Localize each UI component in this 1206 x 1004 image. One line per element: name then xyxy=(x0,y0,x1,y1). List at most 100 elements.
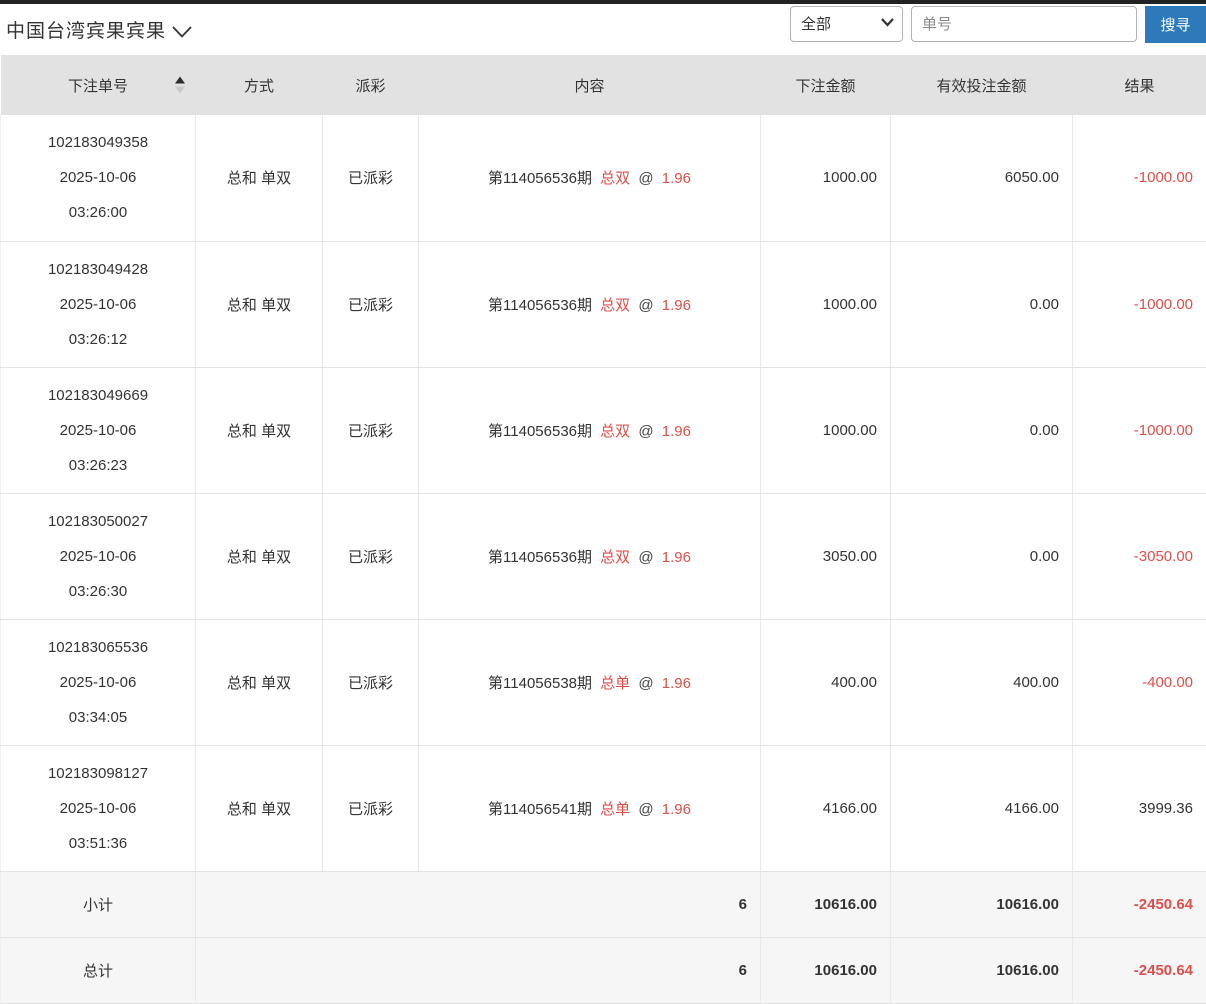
method-cell: 总和 单双 xyxy=(196,619,323,745)
order-time: 03:26:00 xyxy=(1,205,195,220)
sort-asc-icon xyxy=(175,77,185,84)
valid-amount-cell: 0.00 xyxy=(891,493,1073,619)
order-date: 2025-10-06 xyxy=(1,423,195,438)
at-sign: @ xyxy=(638,297,653,314)
valid-amount-cell: 0.00 xyxy=(891,367,1073,493)
col-header-order-id: 下注单号 xyxy=(1,55,196,115)
order-time: 03:51:36 xyxy=(1,836,195,851)
filter-select-wrap: 全部 xyxy=(790,6,903,42)
method-cell: 总和 单双 xyxy=(196,367,323,493)
odds: 1.96 xyxy=(662,675,691,692)
col-header-bet-amount: 下注金额 xyxy=(761,55,891,115)
table-row: 102183098127 2025-10-06 03:51:36 总和 单双 已… xyxy=(1,745,1206,871)
method-cell: 总和 单双 xyxy=(196,115,323,241)
order-cell: 102183065536 2025-10-06 03:34:05 xyxy=(1,619,196,745)
bet-pick: 总单 xyxy=(600,675,630,692)
order-cell: 102183098127 2025-10-06 03:51:36 xyxy=(1,745,196,871)
order-date: 2025-10-06 xyxy=(1,297,195,312)
subtotal-label: 小计 xyxy=(1,871,196,937)
game-selector[interactable]: 中国台湾宾果宾果 xyxy=(6,16,192,43)
result-cell: -400.00 xyxy=(1073,619,1206,745)
draw-period: 第114056536期 xyxy=(488,549,592,566)
total-count: 6 xyxy=(196,937,761,1003)
col-header-method: 方式 xyxy=(196,55,323,115)
bet-pick: 总单 xyxy=(600,801,630,818)
chevron-down-icon xyxy=(172,26,192,38)
bet-amount-cell: 1000.00 xyxy=(761,115,891,241)
subtotal-bet-amount: 10616.00 xyxy=(761,871,891,937)
content-cell: 第114056536期 总双 @ 1.96 xyxy=(419,115,761,241)
bet-pick: 总双 xyxy=(600,549,630,566)
table-row: 102183050027 2025-10-06 03:26:30 总和 单双 已… xyxy=(1,493,1206,619)
table-row: 102183049428 2025-10-06 03:26:12 总和 单双 已… xyxy=(1,241,1206,367)
bet-records-table: 下注单号 方式 派彩 内容 下注金额 有效投注金额 结果 10218304935… xyxy=(0,55,1206,1004)
order-cell: 102183050027 2025-10-06 03:26:30 xyxy=(1,493,196,619)
table-row: 102183049358 2025-10-06 03:26:00 总和 单双 已… xyxy=(1,115,1206,241)
subtotal-valid-amount: 10616.00 xyxy=(891,871,1073,937)
col-header-label: 下注单号 xyxy=(68,78,128,95)
order-cell: 102183049358 2025-10-06 03:26:00 xyxy=(1,115,196,241)
draw-period: 第114056536期 xyxy=(488,170,592,187)
filter-select[interactable]: 全部 xyxy=(790,6,903,42)
total-valid-amount: 10616.00 xyxy=(891,937,1073,1003)
col-header-payout: 派彩 xyxy=(323,55,419,115)
valid-amount-cell: 4166.00 xyxy=(891,745,1073,871)
result-cell: -1000.00 xyxy=(1073,115,1206,241)
payout-status-cell: 已派彩 xyxy=(323,745,419,871)
order-time: 03:26:12 xyxy=(1,332,195,347)
order-id: 102183098127 xyxy=(1,766,195,781)
odds: 1.96 xyxy=(662,170,691,187)
odds: 1.96 xyxy=(662,801,691,818)
order-date: 2025-10-06 xyxy=(1,170,195,185)
order-time: 03:26:30 xyxy=(1,584,195,599)
subtotal-row: 小计 6 10616.00 10616.00 -2450.64 xyxy=(1,871,1206,937)
order-date: 2025-10-06 xyxy=(1,549,195,564)
result-cell: -3050.00 xyxy=(1073,493,1206,619)
order-date: 2025-10-06 xyxy=(1,801,195,816)
order-id: 102183065536 xyxy=(1,640,195,655)
at-sign: @ xyxy=(638,675,653,692)
order-id: 102183050027 xyxy=(1,514,195,529)
result-cell: -1000.00 xyxy=(1073,241,1206,367)
valid-amount-cell: 400.00 xyxy=(891,619,1073,745)
subtotal-result: -2450.64 xyxy=(1073,871,1206,937)
bet-amount-cell: 1000.00 xyxy=(761,241,891,367)
draw-period: 第114056536期 xyxy=(488,297,592,314)
result-cell: 3999.36 xyxy=(1073,745,1206,871)
method-cell: 总和 单双 xyxy=(196,241,323,367)
bet-amount-cell: 1000.00 xyxy=(761,367,891,493)
content-cell: 第114056541期 总单 @ 1.96 xyxy=(419,745,761,871)
search-button[interactable]: 搜寻 xyxy=(1145,6,1206,43)
payout-status-cell: 已派彩 xyxy=(323,619,419,745)
total-result: -2450.64 xyxy=(1073,937,1206,1003)
bet-pick: 总双 xyxy=(600,423,630,440)
bet-amount-cell: 4166.00 xyxy=(761,745,891,871)
sort-desc-icon xyxy=(175,87,185,94)
draw-period: 第114056538期 xyxy=(488,675,592,692)
col-header-content: 内容 xyxy=(419,55,761,115)
content-cell: 第114056536期 总双 @ 1.96 xyxy=(419,367,761,493)
order-id: 102183049428 xyxy=(1,262,195,277)
order-id: 102183049669 xyxy=(1,388,195,403)
order-id: 102183049358 xyxy=(1,135,195,150)
odds: 1.96 xyxy=(662,297,691,314)
order-search-input[interactable] xyxy=(911,6,1137,42)
total-label: 总计 xyxy=(1,937,196,1003)
bet-pick: 总双 xyxy=(600,170,630,187)
valid-amount-cell: 0.00 xyxy=(891,241,1073,367)
order-date: 2025-10-06 xyxy=(1,675,195,690)
payout-status-cell: 已派彩 xyxy=(323,241,419,367)
content-cell: 第114056536期 总双 @ 1.96 xyxy=(419,241,761,367)
odds: 1.96 xyxy=(662,423,691,440)
total-row: 总计 6 10616.00 10616.00 -2450.64 xyxy=(1,937,1206,1003)
order-cell: 102183049428 2025-10-06 03:26:12 xyxy=(1,241,196,367)
odds: 1.96 xyxy=(662,549,691,566)
draw-period: 第114056536期 xyxy=(488,423,592,440)
total-bet-amount: 10616.00 xyxy=(761,937,891,1003)
method-cell: 总和 单双 xyxy=(196,745,323,871)
bet-pick: 总双 xyxy=(600,297,630,314)
sort-control[interactable] xyxy=(175,77,185,94)
page-title: 中国台湾宾果宾果 xyxy=(6,16,166,43)
payout-status-cell: 已派彩 xyxy=(323,367,419,493)
title-bar: 中国台湾宾果宾果 全部 搜寻 xyxy=(0,4,1206,55)
